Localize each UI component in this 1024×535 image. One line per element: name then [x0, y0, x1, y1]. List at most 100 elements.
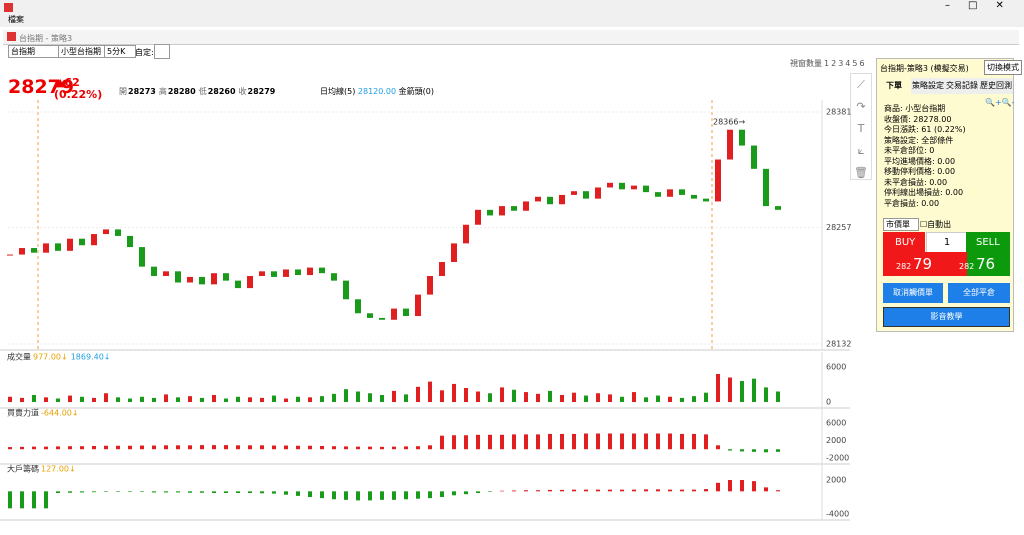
close-all-button[interactable]: 全部平倉 — [948, 283, 1010, 303]
signed-bar — [368, 491, 372, 501]
sell-box[interactable] — [966, 232, 1010, 276]
candle — [523, 201, 529, 211]
window-count-option[interactable]: 3 — [838, 59, 844, 68]
window-count-option[interactable]: 2 — [831, 59, 837, 68]
switch-mode[interactable]: 切換模式 — [984, 60, 1022, 75]
signed-bar — [500, 490, 504, 492]
signed-bar — [524, 490, 528, 492]
signed-bar — [524, 434, 528, 450]
signed-bar — [224, 491, 228, 494]
signed-bar — [284, 491, 288, 495]
candle — [631, 185, 637, 190]
signed-bar — [596, 489, 600, 492]
volume-bar — [140, 396, 144, 402]
signed-bar — [452, 491, 456, 496]
annotation: 28366→ — [713, 118, 745, 127]
cancel-button[interactable]: 取消觸價單 — [883, 283, 943, 303]
window-controls[interactable]: –□✕ — [945, 0, 1022, 11]
volume-bar — [488, 393, 492, 402]
volume-bar — [524, 392, 528, 402]
volume-bar — [740, 381, 744, 402]
signed-bar — [308, 491, 312, 497]
auto-exit[interactable]: ☐自動出 — [920, 220, 952, 229]
signed-bar — [92, 491, 96, 493]
window-count-option[interactable]: 6 — [859, 59, 865, 68]
window-count-option[interactable]: 4 — [845, 59, 851, 68]
candle — [427, 275, 433, 295]
signed-bar — [764, 449, 768, 453]
ma-info: 日均線(5) 28120.00 金箭頭(0) — [320, 86, 434, 97]
candle — [151, 266, 157, 276]
signed-bar — [680, 433, 684, 450]
candle — [619, 182, 625, 190]
signed-bar — [200, 445, 204, 450]
signed-bar — [392, 446, 396, 450]
period-select[interactable]: 5分K — [104, 45, 136, 58]
signed-bar — [668, 489, 672, 492]
volume-bar — [764, 387, 768, 402]
tab[interactable]: 下單 — [877, 78, 911, 94]
signed-bar — [764, 487, 768, 492]
signed-bar — [152, 445, 156, 450]
custom-input[interactable] — [154, 44, 170, 59]
candle — [547, 196, 553, 205]
draw-tools[interactable]: ⟋ ↷ T ⟀ 🗑 — [850, 73, 872, 180]
indicator-value: 127.00↓ — [41, 465, 76, 474]
signed-bar — [644, 489, 648, 492]
signed-bar — [116, 445, 120, 450]
order-type[interactable]: 市價單 — [883, 218, 919, 231]
volume-bar — [584, 395, 588, 402]
signed-bar — [116, 491, 120, 492]
signed-bar — [572, 489, 576, 492]
volume-bar — [200, 397, 204, 402]
candle — [703, 198, 709, 202]
quantity[interactable]: 1 — [926, 232, 968, 254]
product-select[interactable]: 小型台指期 — [58, 45, 106, 58]
tutorial-button[interactable]: 影音教學 — [883, 307, 1010, 327]
y-tick-label: 28257 — [826, 223, 851, 232]
candle — [727, 129, 733, 160]
tab[interactable]: 策略設定 — [912, 81, 944, 90]
volume-bar — [44, 397, 48, 402]
signed-bar — [380, 491, 384, 500]
panel-title: 台指期-策略3 (模擬交易) — [880, 64, 969, 73]
buy-price-bg — [925, 252, 967, 276]
volume-bar — [224, 398, 228, 402]
signed-bar — [176, 445, 180, 450]
candle — [7, 254, 13, 256]
y-tick-label: 2000 — [826, 476, 846, 485]
signed-bar — [32, 446, 36, 450]
menu-file[interactable]: 檔案 — [8, 15, 24, 24]
signed-bar — [356, 491, 360, 501]
info-line: 未平倉部位: 0 — [884, 146, 935, 155]
candle — [187, 276, 193, 283]
volume-bar — [116, 397, 120, 402]
window-count-option[interactable]: 5 — [852, 59, 858, 68]
tab[interactable]: 交易記錄 — [946, 81, 978, 90]
candle — [79, 238, 85, 246]
volume-bar — [164, 394, 168, 402]
signed-bar — [284, 445, 288, 450]
signed-bar — [452, 435, 456, 450]
indicator-value: 977.00↓ — [33, 353, 68, 362]
signed-bar — [56, 491, 60, 494]
window-count-option[interactable]: 1 — [824, 59, 830, 68]
signed-bar — [260, 491, 264, 494]
buy-box[interactable] — [883, 232, 925, 276]
volume-bar — [320, 396, 324, 402]
volume-bar — [236, 396, 240, 402]
signed-bar — [404, 446, 408, 450]
ohlc-label: 開 — [119, 87, 127, 96]
signed-bar — [272, 445, 276, 450]
signed-bar — [656, 433, 660, 450]
zoom[interactable]: 🔍+🔍- — [985, 98, 1015, 107]
tab[interactable]: 歷史回測 — [980, 81, 1012, 90]
volume-bar — [668, 396, 672, 402]
signed-bar — [56, 446, 60, 450]
indicator-value: -644.00↓ — [41, 409, 79, 418]
signed-bar — [740, 480, 744, 492]
volume-bar — [8, 396, 12, 402]
candle — [115, 229, 121, 236]
signed-bar — [692, 433, 696, 450]
candle — [283, 269, 289, 277]
